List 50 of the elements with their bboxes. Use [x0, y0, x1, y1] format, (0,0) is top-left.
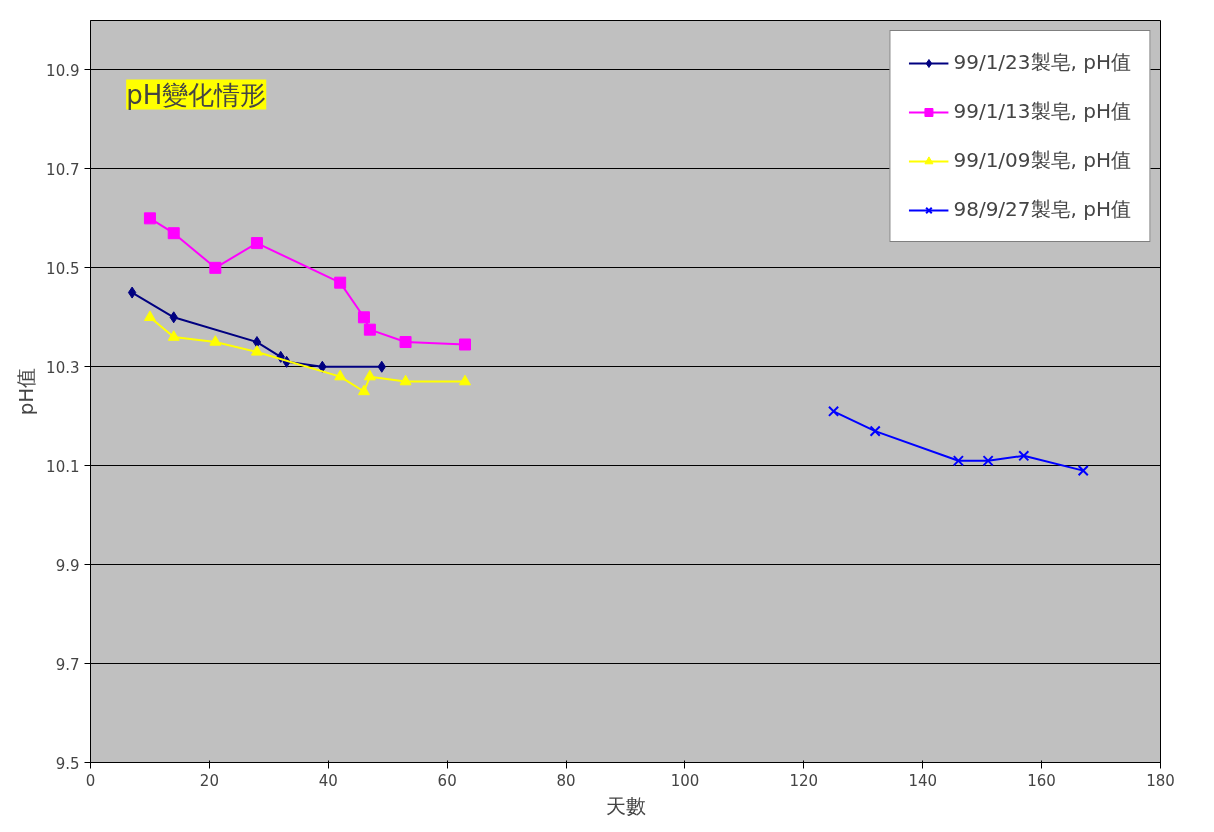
point [952, 455, 964, 467]
x-tick-label: 20 [199, 771, 219, 790]
point [1077, 465, 1089, 477]
y-tick-label: 9.9 [55, 556, 80, 575]
y-axis-title: pH值 [14, 367, 39, 416]
point [143, 310, 156, 321]
point [250, 345, 263, 356]
legend-label: 98/9/27製皂, pH值 [953, 196, 1131, 223]
y-tick-label: 9.7 [55, 655, 80, 674]
point [1018, 450, 1030, 462]
x-tick-label: 160 [1027, 771, 1056, 790]
x-tick-label: 120 [789, 771, 819, 790]
x-tick-label: 100 [670, 771, 700, 790]
point [459, 338, 471, 351]
x-tick-label: 40 [318, 771, 338, 790]
point [357, 311, 370, 324]
point [357, 384, 370, 396]
point [334, 276, 347, 289]
y-tick-label: 9.5 [55, 754, 80, 773]
point [143, 212, 156, 225]
point [167, 227, 180, 240]
legend-label: 99/1/13製皂, pH值 [953, 98, 1131, 125]
point [127, 286, 137, 299]
point [167, 330, 180, 341]
x-tick-label: 140 [908, 771, 938, 790]
point [869, 425, 881, 437]
x-tick-label: 60 [437, 771, 457, 790]
point [399, 374, 412, 386]
point [209, 335, 222, 346]
y-tick-label: 10.3 [46, 358, 80, 377]
point [982, 455, 994, 467]
point [399, 336, 412, 349]
text: pH變化情形 [126, 79, 267, 110]
y-tick-label: 10.1 [46, 457, 80, 476]
point [209, 261, 222, 274]
point [334, 369, 347, 381]
x-tick-label: 0 [85, 771, 96, 790]
x-tick-label: 80 [556, 771, 576, 790]
point [827, 405, 840, 417]
x-axis-title: 天數 [605, 793, 646, 818]
point [459, 374, 471, 386]
point [363, 323, 376, 336]
point [363, 369, 376, 381]
x-tick-label: 180 [1146, 771, 1175, 790]
y-tick-label: 10.7 [46, 160, 80, 179]
legend-label: 99/1/09製皂, pH值 [953, 147, 1131, 174]
point [250, 237, 263, 250]
y-tick-label: 10.5 [46, 259, 80, 278]
legend-label: 99/1/23製皂, pH值 [953, 49, 1131, 76]
y-tick-label: 10.9 [46, 61, 80, 80]
